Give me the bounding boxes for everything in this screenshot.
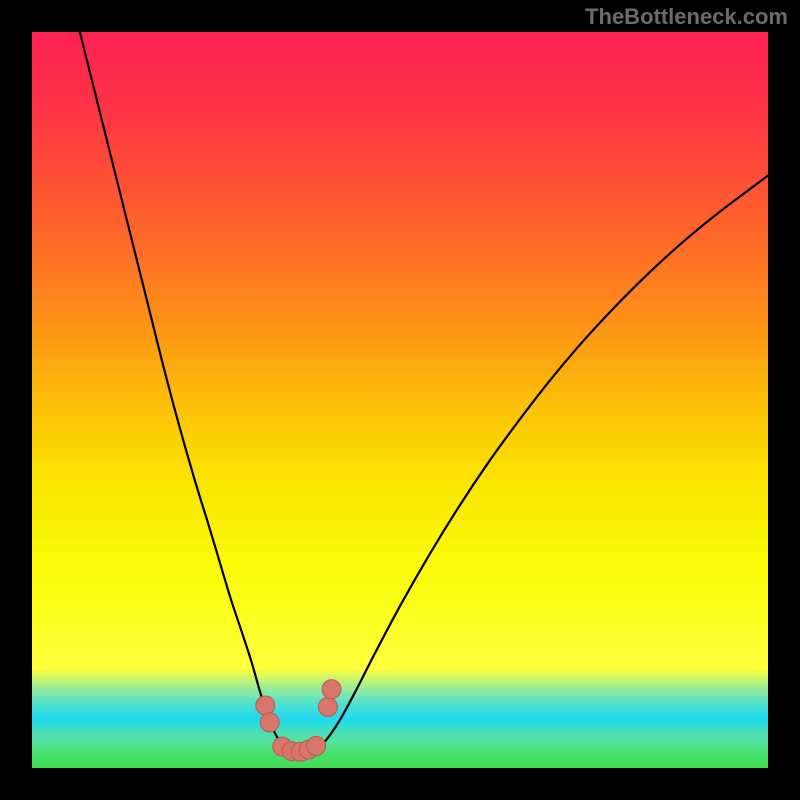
- marker-dot: [318, 697, 337, 716]
- chart-svg: [32, 32, 768, 768]
- marker-dot: [256, 696, 275, 715]
- marker-dot: [260, 713, 279, 732]
- gradient-background: [32, 32, 768, 768]
- watermark-text: TheBottleneck.com: [585, 4, 788, 30]
- marker-dot: [322, 680, 341, 699]
- marker-dot: [307, 736, 326, 755]
- plot-area: [32, 32, 768, 768]
